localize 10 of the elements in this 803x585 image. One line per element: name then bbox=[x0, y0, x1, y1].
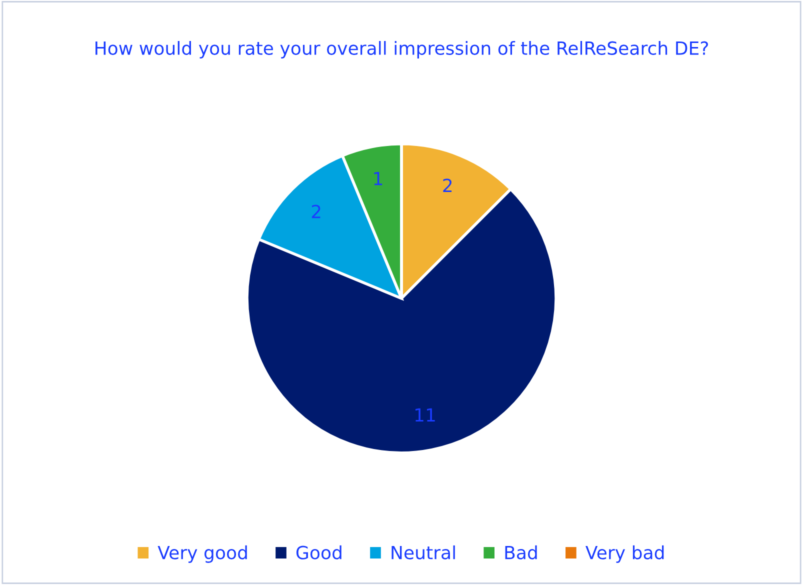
legend-label: Good bbox=[296, 545, 342, 560]
legend-label: Very bad bbox=[586, 545, 664, 563]
data-label: 2 bbox=[312, 204, 320, 218]
chart-title: How would you rate your overall impression of the RelReSearch DE? bbox=[96, 40, 708, 58]
data-label: 1 bbox=[374, 172, 382, 186]
legend-label: Bad bbox=[505, 545, 537, 560]
data-label: 2 bbox=[443, 178, 452, 192]
data-label: 11 bbox=[415, 408, 435, 422]
legend-label: Very good bbox=[158, 545, 247, 563]
legend-label: Neutral bbox=[392, 545, 455, 560]
